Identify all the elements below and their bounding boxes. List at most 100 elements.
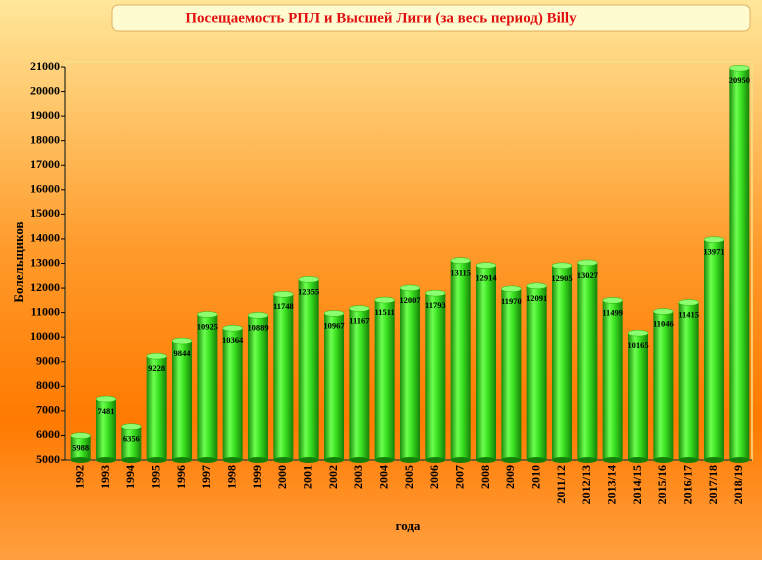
bar-top xyxy=(222,324,243,332)
bar xyxy=(450,260,471,460)
bar xyxy=(298,279,319,460)
bar-top xyxy=(349,305,370,312)
y-tick-label: 14000 xyxy=(30,231,60,245)
x-tick-label: 1996 xyxy=(174,465,188,489)
bar xyxy=(729,68,750,461)
bar-top xyxy=(653,308,674,315)
x-tick-label: 1995 xyxy=(148,465,162,489)
x-tick-label: 2017/18 xyxy=(706,465,720,504)
data-label: 11046 xyxy=(653,318,674,328)
bar xyxy=(146,356,167,460)
x-tick-label: 2006 xyxy=(427,465,441,489)
bar xyxy=(121,426,142,460)
bar xyxy=(526,285,547,460)
x-tick-label: 1992 xyxy=(72,465,86,489)
bar-base xyxy=(602,457,623,463)
data-label: 12007 xyxy=(399,295,421,305)
bar xyxy=(222,328,243,460)
data-label: 11415 xyxy=(678,309,699,319)
data-label: 12914 xyxy=(475,273,497,283)
x-tick-label: 2002 xyxy=(326,465,340,489)
bar-base xyxy=(70,457,91,463)
data-label: 13971 xyxy=(703,247,724,257)
bar-base xyxy=(400,457,420,463)
x-tick-label: 1994 xyxy=(123,465,137,489)
bar xyxy=(197,314,218,460)
x-tick-label: 2007 xyxy=(452,465,466,489)
y-tick-label: 18000 xyxy=(30,132,60,146)
data-label: 11167 xyxy=(349,315,370,325)
bar-base xyxy=(476,457,496,463)
bar-base xyxy=(96,457,116,463)
data-label: 10967 xyxy=(323,320,345,330)
data-label: 6356 xyxy=(123,434,140,444)
bar xyxy=(653,311,674,460)
bar-top xyxy=(627,329,649,337)
y-tick-label: 8000 xyxy=(36,378,60,392)
x-tick-label: 2013/14 xyxy=(604,465,618,504)
y-tick-label: 7000 xyxy=(36,403,60,417)
bar xyxy=(172,341,192,460)
x-tick-label: 2005 xyxy=(402,465,416,489)
y-axis-title: Болельщиков xyxy=(11,221,26,302)
x-tick-label: 2004 xyxy=(376,465,390,489)
bar-base xyxy=(146,457,167,463)
bar xyxy=(248,315,268,460)
y-tick-label: 16000 xyxy=(30,182,60,196)
bar xyxy=(628,333,648,460)
data-label: 13115 xyxy=(450,268,471,278)
data-label: 13027 xyxy=(577,270,599,280)
y-tick-label: 19000 xyxy=(30,108,60,122)
x-tick-label: 2001 xyxy=(300,465,314,489)
bar-base xyxy=(678,457,699,463)
x-tick-label: 2003 xyxy=(351,465,365,489)
bar-base xyxy=(577,457,598,463)
chart-title: Посещаемость РПЛ и Высшей Лиги (за весь … xyxy=(185,10,577,26)
y-tick-label: 11000 xyxy=(31,304,60,318)
bar-top xyxy=(729,64,750,72)
y-tick-label: 21000 xyxy=(30,59,60,73)
x-tick-label: 2008 xyxy=(478,465,492,489)
data-label: 20950 xyxy=(729,75,750,85)
x-tick-label: 2014/15 xyxy=(630,465,644,504)
bar xyxy=(324,313,344,460)
data-label: 5988 xyxy=(72,443,89,453)
bar-top xyxy=(298,276,319,283)
x-tick-label: 1993 xyxy=(98,465,112,489)
data-label: 11970 xyxy=(501,296,522,306)
bar-base xyxy=(552,457,572,463)
bar-base xyxy=(526,457,547,463)
bar-base xyxy=(374,457,395,463)
x-tick-label: 1998 xyxy=(224,465,238,489)
data-label: 12905 xyxy=(551,273,572,283)
bar-base xyxy=(425,457,446,463)
y-tick-label: 6000 xyxy=(36,427,60,441)
bar-base xyxy=(121,457,142,463)
bar-top xyxy=(273,291,294,298)
bar-base xyxy=(172,457,192,463)
bar-top xyxy=(577,259,598,267)
x-tick-label: 2015/16 xyxy=(655,465,669,504)
title-box xyxy=(111,4,751,32)
bar xyxy=(400,287,420,460)
bar-top xyxy=(323,310,345,317)
bar-top xyxy=(171,337,193,345)
data-label: 11511 xyxy=(375,307,395,317)
bar xyxy=(678,302,699,460)
x-tick-label: 2012/13 xyxy=(579,465,593,504)
bar-top xyxy=(678,299,699,306)
bar-top xyxy=(197,311,218,318)
bar xyxy=(602,300,623,460)
bar xyxy=(577,262,598,460)
bar-base xyxy=(628,457,648,463)
y-tick-label: 17000 xyxy=(30,157,60,171)
x-tick-label: 2018/19 xyxy=(731,465,745,504)
bar-base xyxy=(273,457,294,463)
bar-top xyxy=(247,312,269,319)
data-label: 10889 xyxy=(247,322,268,332)
bar xyxy=(374,300,395,460)
bar xyxy=(552,265,572,460)
y-tick-label: 9000 xyxy=(36,354,60,368)
data-label: 9228 xyxy=(148,363,165,373)
